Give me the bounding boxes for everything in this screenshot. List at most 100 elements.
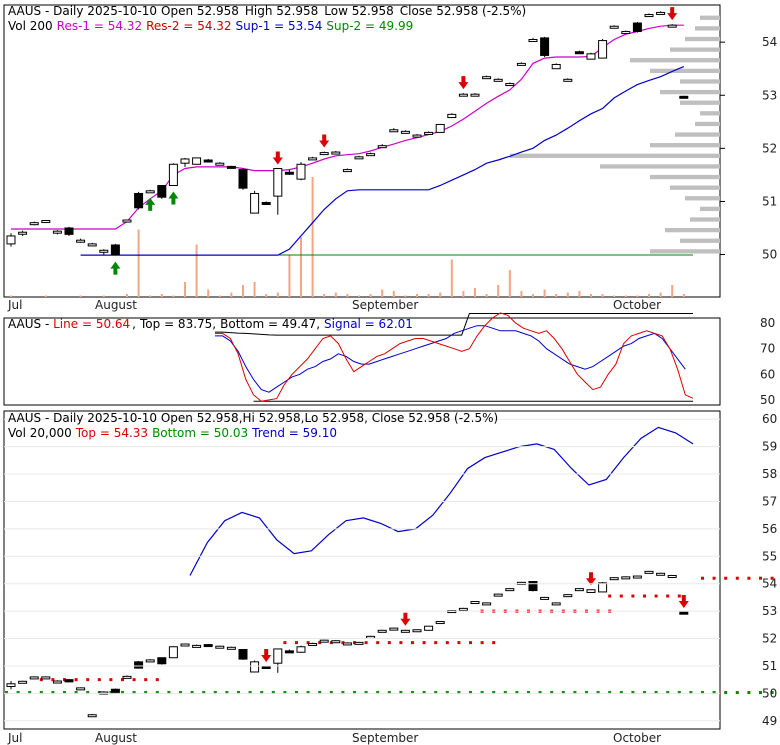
volume-profile-bar bbox=[680, 79, 720, 84]
candle-body bbox=[482, 602, 492, 606]
volume-bar bbox=[624, 295, 627, 297]
support-resistance-lines bbox=[11, 24, 693, 256]
top-dot bbox=[608, 594, 612, 598]
bottom-dot bbox=[271, 691, 275, 695]
candle-body bbox=[400, 629, 410, 633]
sell-arrow bbox=[272, 151, 283, 165]
candle-body bbox=[377, 629, 387, 633]
candle-body bbox=[226, 646, 236, 650]
trend-y-tick-label: 51 bbox=[762, 659, 777, 673]
candle-body bbox=[331, 640, 341, 644]
candle-body bbox=[122, 675, 132, 679]
legend-sup2: Sup-2 = 49.99 bbox=[326, 19, 413, 33]
top-dot bbox=[712, 576, 716, 580]
buy-arrow bbox=[168, 191, 179, 205]
volume-bar bbox=[184, 282, 186, 297]
top-dot bbox=[364, 641, 368, 645]
volume-bar bbox=[149, 295, 152, 297]
candle-body bbox=[134, 192, 144, 209]
top-dot bbox=[434, 641, 438, 645]
candle-body bbox=[273, 648, 283, 664]
candle-body bbox=[656, 572, 666, 576]
volume-bar bbox=[346, 294, 349, 297]
candle-body bbox=[424, 131, 434, 135]
volume-profile-bar bbox=[665, 227, 720, 233]
candle-body bbox=[574, 51, 584, 55]
candle-body bbox=[528, 581, 538, 592]
volume-bar bbox=[265, 294, 268, 297]
bottom-dot bbox=[364, 691, 368, 695]
candle-body bbox=[87, 243, 97, 247]
candle-body bbox=[482, 76, 492, 80]
trend-bottom: Bottom = 50.03 bbox=[152, 426, 248, 440]
bottom-dot bbox=[376, 691, 380, 695]
y-tick-label: 54 bbox=[762, 35, 777, 49]
top-dot bbox=[283, 641, 287, 645]
top-dot bbox=[86, 678, 90, 682]
volume-bar bbox=[427, 294, 430, 297]
candle-body bbox=[64, 679, 74, 683]
bottom-dot bbox=[469, 691, 472, 695]
legend-res2: Res-2 = 54.32 bbox=[146, 19, 231, 33]
volume-profile-bar bbox=[685, 196, 720, 201]
bottom-dot bbox=[480, 691, 484, 695]
candle-body bbox=[632, 22, 642, 33]
candle-body bbox=[551, 602, 561, 606]
sell-arrow bbox=[400, 612, 411, 626]
volume-bar bbox=[369, 294, 372, 297]
price-x-axis: Jul August September October bbox=[7, 298, 661, 312]
volume-bar bbox=[358, 295, 360, 297]
top-dot bbox=[770, 576, 774, 580]
candle-body bbox=[412, 134, 422, 138]
top-dot bbox=[399, 641, 403, 645]
top-dot bbox=[121, 678, 124, 682]
trend-y-tick-label: 55 bbox=[762, 549, 777, 563]
candle-body bbox=[180, 158, 190, 164]
price-panel: 50 51 52 53 54 AAUS - Daily 2025-10-10 Open 5… bbox=[3, 4, 777, 312]
trend-panel: 49 50 51 52 53 54 55 56 57 58 59 60 AAUS - Daily 20… bbox=[3, 410, 777, 745]
candle-body bbox=[250, 661, 260, 673]
candle-body bbox=[389, 627, 399, 631]
candle-body bbox=[540, 596, 550, 600]
volume-bar bbox=[392, 291, 395, 297]
bottom-dot bbox=[701, 691, 704, 695]
top-dot bbox=[631, 594, 635, 598]
bottom-dot bbox=[202, 691, 206, 695]
bottom-dot bbox=[387, 691, 391, 695]
bottom-dot bbox=[538, 691, 542, 695]
trend-panel-frame bbox=[3, 410, 721, 730]
bottom-dot bbox=[329, 691, 333, 695]
price-panel-header: AAUS - Daily 2025-10-10 Open 52.958 High 5… bbox=[8, 4, 526, 18]
candle-body bbox=[667, 24, 677, 28]
bottom-dot bbox=[770, 691, 774, 695]
bottom-dot bbox=[179, 691, 182, 695]
top-dot bbox=[97, 678, 101, 682]
volume-profile-bar bbox=[600, 164, 720, 169]
bottom-dot bbox=[121, 691, 124, 695]
bottom-dot bbox=[295, 691, 298, 695]
volume-bar bbox=[160, 294, 163, 297]
top-dot bbox=[39, 678, 43, 682]
bottom-dot bbox=[28, 691, 32, 695]
volume-bar bbox=[497, 285, 500, 297]
candle-body bbox=[41, 220, 51, 224]
bottom-dot bbox=[550, 691, 554, 695]
candle-body bbox=[400, 130, 410, 134]
oscillator-header: AAUS - Line = 50.64, Top = 83.75, Bottom =… bbox=[8, 317, 413, 331]
bottom-dot bbox=[155, 691, 159, 695]
bottom-dot bbox=[306, 691, 310, 695]
volume-bar bbox=[172, 295, 175, 297]
bottom-dot bbox=[527, 691, 530, 695]
volume-bar bbox=[590, 294, 592, 297]
volume-profile-bar bbox=[685, 36, 720, 42]
top-line bbox=[215, 313, 693, 336]
candle-body bbox=[354, 641, 364, 645]
top-dot bbox=[411, 641, 414, 645]
volume-bar bbox=[10, 295, 12, 297]
candle-body bbox=[87, 714, 97, 718]
candle-body bbox=[679, 611, 689, 615]
bottom-dot bbox=[585, 691, 588, 695]
top-dot bbox=[422, 641, 426, 645]
top-dot bbox=[747, 576, 751, 580]
